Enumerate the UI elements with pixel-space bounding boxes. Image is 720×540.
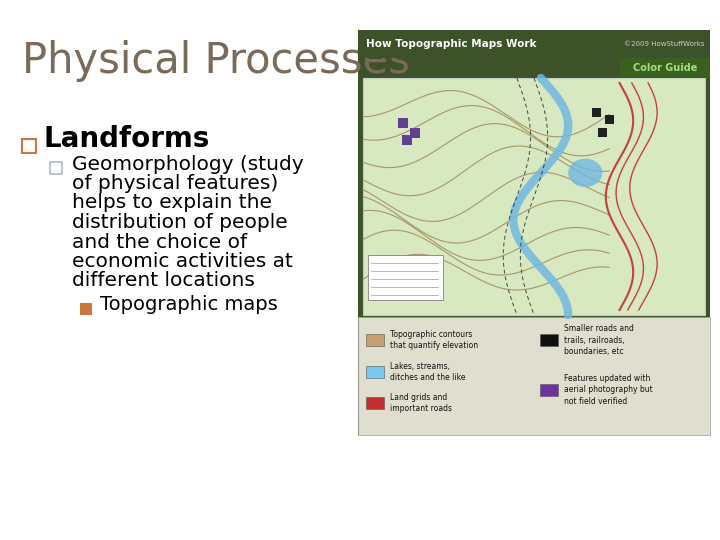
Text: Geomorphology (study: Geomorphology (study <box>72 154 304 173</box>
Bar <box>606 115 614 124</box>
Text: Features updated with
aerial photography but
not field verified: Features updated with aerial photography… <box>564 374 653 406</box>
Text: ©2009 HowStuffWorks: ©2009 HowStuffWorks <box>624 41 705 47</box>
Text: and the choice of: and the choice of <box>72 233 247 252</box>
Text: Smaller roads and
trails, railroads,
boundaries, etc: Smaller roads and trails, railroads, bou… <box>564 323 634 356</box>
Bar <box>22 139 36 153</box>
Bar <box>366 366 384 378</box>
Bar <box>358 317 710 435</box>
Bar <box>398 118 408 128</box>
Text: different locations: different locations <box>72 272 255 291</box>
Bar <box>366 397 384 409</box>
Text: Land grids and
important roads: Land grids and important roads <box>390 393 452 414</box>
Bar <box>540 334 558 346</box>
Text: distribution of people: distribution of people <box>72 213 288 232</box>
Bar <box>358 30 710 58</box>
Bar <box>50 162 62 174</box>
Text: helps to explain the: helps to explain the <box>72 193 272 213</box>
Text: How Topographic Maps Work: How Topographic Maps Work <box>366 39 536 49</box>
Text: of physical features): of physical features) <box>72 174 278 193</box>
Bar <box>592 108 600 117</box>
Text: Topographic maps: Topographic maps <box>100 295 278 314</box>
Bar <box>540 384 558 396</box>
Text: Physical Processes: Physical Processes <box>22 40 410 82</box>
Text: Lakes, streams,
ditches and the like: Lakes, streams, ditches and the like <box>390 362 466 382</box>
Bar <box>80 302 92 314</box>
Ellipse shape <box>568 159 603 187</box>
Bar <box>410 128 420 138</box>
Bar <box>598 128 608 137</box>
Bar <box>363 78 705 315</box>
Text: Landforms: Landforms <box>44 125 210 153</box>
Text: Color Guide: Color Guide <box>633 63 697 73</box>
Text: Topographic contours
that quantify elevation: Topographic contours that quantify eleva… <box>390 329 478 350</box>
Bar <box>368 255 443 300</box>
Bar <box>358 30 710 435</box>
Bar <box>620 58 710 78</box>
Bar <box>366 334 384 346</box>
Text: economic activities at: economic activities at <box>72 252 293 271</box>
Bar <box>402 135 412 145</box>
